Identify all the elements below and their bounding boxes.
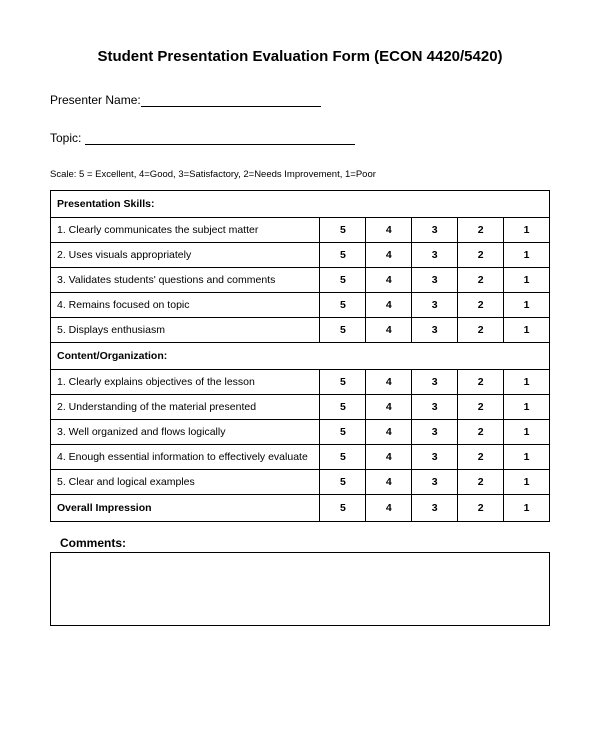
comments-label: Comments: bbox=[60, 536, 550, 550]
score-cell[interactable]: 3 bbox=[412, 395, 458, 420]
score-cell[interactable]: 1 bbox=[504, 293, 550, 318]
table-row: 5. Displays enthusiasm54321 bbox=[51, 318, 550, 343]
score-cell[interactable]: 2 bbox=[458, 495, 504, 522]
score-cell[interactable]: 2 bbox=[458, 318, 504, 343]
criterion-cell: 1. Clearly communicates the subject matt… bbox=[51, 218, 320, 243]
presenter-field: Presenter Name: bbox=[50, 93, 550, 107]
score-cell[interactable]: 5 bbox=[320, 218, 366, 243]
score-cell[interactable]: 5 bbox=[320, 445, 366, 470]
score-cell[interactable]: 4 bbox=[366, 470, 412, 495]
score-cell[interactable]: 5 bbox=[320, 318, 366, 343]
section-header: Content/Organization: bbox=[51, 343, 550, 370]
overall-label: Overall Impression bbox=[51, 495, 320, 522]
table-row: 4. Enough essential information to effec… bbox=[51, 445, 550, 470]
score-cell[interactable]: 4 bbox=[366, 218, 412, 243]
criterion-cell: 2. Understanding of the material present… bbox=[51, 395, 320, 420]
score-cell[interactable]: 5 bbox=[320, 470, 366, 495]
table-row: 5. Clear and logical examples54321 bbox=[51, 470, 550, 495]
score-cell[interactable]: 1 bbox=[504, 370, 550, 395]
table-row: 3. Validates students' questions and com… bbox=[51, 268, 550, 293]
score-cell[interactable]: 4 bbox=[366, 495, 412, 522]
score-cell[interactable]: 3 bbox=[412, 495, 458, 522]
score-cell[interactable]: 3 bbox=[412, 445, 458, 470]
score-cell[interactable]: 4 bbox=[366, 445, 412, 470]
score-cell[interactable]: 2 bbox=[458, 420, 504, 445]
score-cell[interactable]: 3 bbox=[412, 293, 458, 318]
criterion-cell: 5. Clear and logical examples bbox=[51, 470, 320, 495]
table-row: 1. Clearly communicates the subject matt… bbox=[51, 218, 550, 243]
score-cell[interactable]: 3 bbox=[412, 318, 458, 343]
score-cell[interactable]: 2 bbox=[458, 445, 504, 470]
score-cell[interactable]: 5 bbox=[320, 268, 366, 293]
evaluation-table: Presentation Skills:1. Clearly communica… bbox=[50, 190, 550, 522]
score-cell[interactable]: 4 bbox=[366, 243, 412, 268]
score-cell[interactable]: 3 bbox=[412, 243, 458, 268]
presenter-label: Presenter Name: bbox=[50, 93, 141, 107]
score-cell[interactable]: 5 bbox=[320, 370, 366, 395]
criterion-cell: 1. Clearly explains objectives of the le… bbox=[51, 370, 320, 395]
score-cell[interactable]: 4 bbox=[366, 420, 412, 445]
score-cell[interactable]: 2 bbox=[458, 370, 504, 395]
score-cell[interactable]: 3 bbox=[412, 470, 458, 495]
table-row: 2. Understanding of the material present… bbox=[51, 395, 550, 420]
table-row: 1. Clearly explains objectives of the le… bbox=[51, 370, 550, 395]
score-cell[interactable]: 4 bbox=[366, 395, 412, 420]
table-row: 2. Uses visuals appropriately54321 bbox=[51, 243, 550, 268]
score-cell[interactable]: 2 bbox=[458, 470, 504, 495]
score-cell[interactable]: 1 bbox=[504, 218, 550, 243]
section-header: Presentation Skills: bbox=[51, 191, 550, 218]
score-cell[interactable]: 2 bbox=[458, 243, 504, 268]
score-cell[interactable]: 3 bbox=[412, 370, 458, 395]
table-row: 3. Well organized and flows logically543… bbox=[51, 420, 550, 445]
presenter-underline[interactable] bbox=[141, 93, 321, 107]
criterion-cell: 4. Remains focused on topic bbox=[51, 293, 320, 318]
score-cell[interactable]: 4 bbox=[366, 370, 412, 395]
score-cell[interactable]: 3 bbox=[412, 268, 458, 293]
score-cell[interactable]: 4 bbox=[366, 293, 412, 318]
score-cell[interactable]: 2 bbox=[458, 293, 504, 318]
score-cell[interactable]: 1 bbox=[504, 395, 550, 420]
criterion-cell: 5. Displays enthusiasm bbox=[51, 318, 320, 343]
score-cell[interactable]: 3 bbox=[412, 420, 458, 445]
score-cell[interactable]: 2 bbox=[458, 218, 504, 243]
score-cell[interactable]: 3 bbox=[412, 218, 458, 243]
criterion-cell: 3. Validates students' questions and com… bbox=[51, 268, 320, 293]
topic-field: Topic: bbox=[50, 131, 550, 145]
score-cell[interactable]: 1 bbox=[504, 495, 550, 522]
score-cell[interactable]: 4 bbox=[366, 268, 412, 293]
score-cell[interactable]: 2 bbox=[458, 268, 504, 293]
score-cell[interactable]: 1 bbox=[504, 318, 550, 343]
score-cell[interactable]: 1 bbox=[504, 268, 550, 293]
topic-underline[interactable] bbox=[85, 131, 355, 145]
form-title: Student Presentation Evaluation Form (EC… bbox=[50, 48, 550, 65]
score-cell[interactable]: 1 bbox=[504, 470, 550, 495]
score-cell[interactable]: 5 bbox=[320, 495, 366, 522]
score-cell[interactable]: 4 bbox=[366, 318, 412, 343]
table-row: 4. Remains focused on topic54321 bbox=[51, 293, 550, 318]
criterion-cell: 4. Enough essential information to effec… bbox=[51, 445, 320, 470]
scale-legend: Scale: 5 = Excellent, 4=Good, 3=Satisfac… bbox=[50, 169, 550, 180]
score-cell[interactable]: 1 bbox=[504, 445, 550, 470]
score-cell[interactable]: 5 bbox=[320, 395, 366, 420]
score-cell[interactable]: 5 bbox=[320, 420, 366, 445]
criterion-cell: 3. Well organized and flows logically bbox=[51, 420, 320, 445]
criterion-cell: 2. Uses visuals appropriately bbox=[51, 243, 320, 268]
score-cell[interactable]: 2 bbox=[458, 395, 504, 420]
score-cell[interactable]: 1 bbox=[504, 243, 550, 268]
score-cell[interactable]: 5 bbox=[320, 243, 366, 268]
score-cell[interactable]: 1 bbox=[504, 420, 550, 445]
score-cell[interactable]: 5 bbox=[320, 293, 366, 318]
topic-label: Topic: bbox=[50, 131, 81, 145]
comments-box[interactable] bbox=[50, 552, 550, 626]
